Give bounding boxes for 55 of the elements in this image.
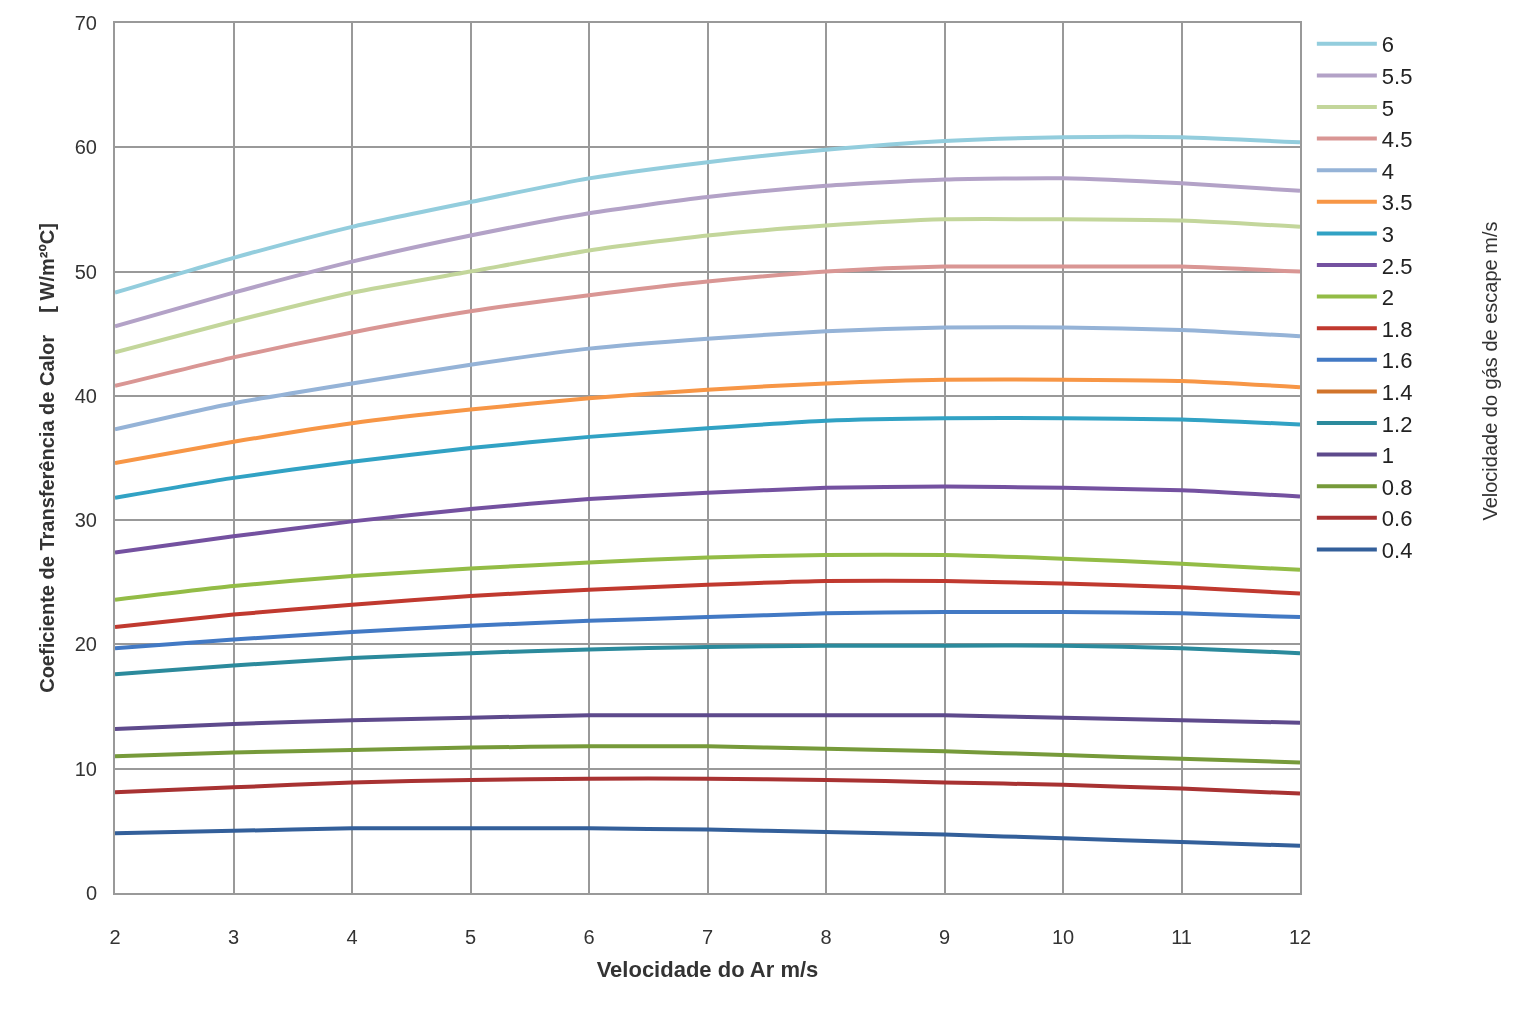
- x-tick-label: 8: [820, 926, 832, 948]
- y-tick-label: 0: [85, 882, 97, 904]
- x-tick-label: 10: [1051, 926, 1075, 948]
- legend-title: Velocidade do gás de escape m/s: [1478, 221, 1501, 521]
- y-tick-label: 70: [74, 12, 97, 34]
- x-tick-label: 5: [464, 926, 477, 948]
- line-series: [115, 325, 1300, 432]
- line-series: [115, 578, 1300, 630]
- legend-label: 4.5: [1381, 127, 1413, 153]
- legend-label: 2: [1381, 285, 1395, 311]
- y-tick-label: 40: [74, 384, 97, 407]
- x-tick-label: 3: [227, 926, 240, 948]
- y-tick-label: 50: [74, 260, 97, 283]
- y-tick-label: 30: [74, 509, 97, 532]
- x-tick-label: 4: [346, 926, 358, 948]
- line-series: [115, 217, 1300, 355]
- legend-label: 1.4: [1381, 379, 1413, 405]
- legend-label: 0.8: [1381, 474, 1413, 500]
- x-tick-label: 9: [938, 926, 951, 948]
- x-tick-label: 6: [583, 926, 595, 948]
- line-series: [115, 643, 1300, 677]
- line-series: [115, 713, 1300, 731]
- x-tick-label: 11: [1171, 926, 1192, 948]
- y-tick-label: 10: [74, 757, 97, 780]
- line-series: [115, 264, 1300, 388]
- legend-label: 3: [1381, 221, 1395, 247]
- line-series: [115, 826, 1300, 848]
- x-tick-label: 7: [701, 926, 714, 948]
- x-tick-label: 12: [1288, 926, 1312, 948]
- legend-label: 0.6: [1381, 506, 1413, 532]
- legend-label: 2.5: [1381, 253, 1413, 279]
- legend-label: 5.5: [1381, 63, 1413, 89]
- line-series: [115, 176, 1300, 329]
- line-series: [115, 484, 1300, 555]
- line-series: [115, 135, 1300, 295]
- legend-label: 1: [1381, 443, 1395, 469]
- legend-label: 1.2: [1381, 411, 1413, 437]
- legend-label: 4: [1381, 158, 1395, 184]
- legend-label: 1.6: [1381, 348, 1413, 374]
- y-tick-label: 20: [74, 633, 97, 656]
- line-series: [115, 552, 1300, 602]
- legend-label: 6: [1381, 32, 1395, 58]
- legend-label: 1.8: [1381, 316, 1413, 342]
- line-series: [115, 744, 1300, 765]
- x-tick-label: 2: [109, 926, 121, 948]
- line-series: [115, 377, 1300, 465]
- line-series: [115, 776, 1300, 796]
- x-axis-title: Velocidade do Ar m/s: [596, 957, 819, 983]
- line-series: [115, 610, 1300, 651]
- legend-label: 3.5: [1381, 190, 1413, 216]
- line-series: [115, 416, 1300, 500]
- legend-label: 0.4: [1381, 537, 1413, 563]
- legend-label: 5: [1381, 95, 1395, 121]
- y-axis-title: Coeficiente de Transferência de Calor [ W/m²ºC]: [35, 223, 58, 693]
- y-tick-label: 60: [74, 136, 97, 159]
